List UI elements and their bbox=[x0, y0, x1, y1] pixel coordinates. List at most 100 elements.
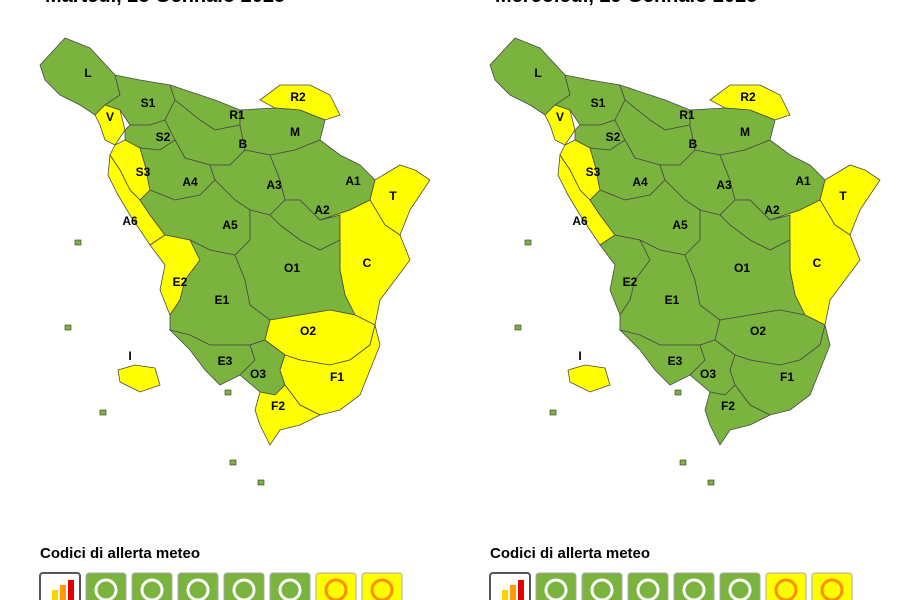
legend-glyph bbox=[186, 578, 210, 600]
zone-label: A4 bbox=[182, 175, 198, 189]
zone-label: M bbox=[290, 125, 300, 139]
zone bbox=[254, 384, 321, 446]
zone-label: S1 bbox=[591, 96, 606, 110]
legend-icon bbox=[765, 572, 807, 600]
zone-label: O3 bbox=[250, 367, 266, 381]
islet bbox=[549, 409, 557, 416]
zone-label: A5 bbox=[672, 218, 688, 232]
map: L S1 V S2 R1 R2 B M S3 A4 A3 A1 T A6 A5 A2 E2 E1 O1 C O2 I E3 O… bbox=[39, 37, 431, 486]
zone-label: E2 bbox=[173, 275, 188, 289]
zone-label: O3 bbox=[700, 367, 716, 381]
legend-glyph bbox=[728, 578, 752, 600]
zone-label: S2 bbox=[156, 130, 171, 144]
zone-label: I bbox=[128, 349, 131, 363]
legend-icon bbox=[673, 572, 715, 600]
legend-glyph bbox=[324, 578, 348, 600]
zone-label: A1 bbox=[795, 174, 811, 188]
zone-label: O1 bbox=[284, 261, 300, 275]
legend-glyph bbox=[370, 578, 394, 600]
legend-icon bbox=[719, 572, 761, 600]
legend-glyph bbox=[820, 578, 844, 600]
zone-label: C bbox=[363, 256, 372, 270]
legend-icon bbox=[177, 572, 219, 600]
legend-glyph bbox=[278, 578, 302, 600]
legend-icon bbox=[581, 572, 623, 600]
legend-icon bbox=[627, 572, 669, 600]
legend-glyph bbox=[590, 578, 614, 600]
legend-title: Codici di allerta meteo bbox=[40, 545, 200, 562]
zone-label: B bbox=[689, 137, 698, 151]
zone-label: O2 bbox=[300, 324, 316, 338]
legend-icon bbox=[269, 572, 311, 600]
map: L S1 V S2 R1 R2 B M S3 A4 A3 A1 T A6 A5 A2 E2 E1 O1 C O2 I E3 O… bbox=[489, 37, 881, 486]
zone-label: E3 bbox=[668, 354, 683, 368]
zone bbox=[94, 104, 126, 146]
legend-glyph bbox=[232, 578, 256, 600]
zone-label: M bbox=[740, 125, 750, 139]
zone-label: T bbox=[389, 189, 397, 203]
zone-label: S3 bbox=[136, 165, 151, 179]
legend-bar bbox=[510, 585, 516, 600]
zone-label: A2 bbox=[314, 203, 330, 217]
legend-glyph bbox=[774, 578, 798, 600]
zone bbox=[567, 364, 611, 393]
legend-icon bbox=[85, 572, 127, 600]
legend-bar bbox=[60, 585, 66, 600]
zone-label: A4 bbox=[632, 175, 648, 189]
zone-label: R2 bbox=[290, 90, 306, 104]
legend-bar bbox=[502, 590, 508, 600]
legend-icon bbox=[811, 572, 853, 600]
zone-label: S1 bbox=[141, 96, 156, 110]
legend-title: Codici di allerta meteo bbox=[490, 545, 650, 562]
zone-label: R1 bbox=[229, 108, 245, 122]
zone bbox=[117, 364, 161, 393]
islet bbox=[674, 389, 682, 396]
zone-label: F2 bbox=[721, 399, 735, 413]
legend-glyph bbox=[682, 578, 706, 600]
zone-label: V bbox=[556, 110, 564, 124]
legend-glyph bbox=[544, 578, 568, 600]
legend-icon bbox=[535, 572, 577, 600]
islet bbox=[679, 459, 687, 466]
zone-label: E1 bbox=[665, 293, 680, 307]
zone-label: C bbox=[813, 256, 822, 270]
legend-glyph bbox=[94, 578, 118, 600]
islet bbox=[224, 389, 232, 396]
zone-label: I bbox=[578, 349, 581, 363]
zone-label: F1 bbox=[780, 370, 794, 384]
islet bbox=[257, 479, 265, 486]
zone-label: L bbox=[84, 66, 91, 80]
islet bbox=[64, 324, 72, 331]
zone-label: V bbox=[106, 110, 114, 124]
legend-glyph bbox=[636, 578, 660, 600]
zone-label: E1 bbox=[215, 293, 230, 307]
legend-icon bbox=[131, 572, 173, 600]
legend-bar bbox=[52, 590, 58, 600]
zone-label: E3 bbox=[218, 354, 233, 368]
legend-icon bbox=[223, 572, 265, 600]
islet bbox=[99, 409, 107, 416]
zone-label: R2 bbox=[740, 90, 756, 104]
zone-label: T bbox=[839, 189, 847, 203]
zone-label: A6 bbox=[122, 214, 138, 228]
zone-label: O1 bbox=[734, 261, 750, 275]
zone-label: E2 bbox=[623, 275, 638, 289]
zone-label: A1 bbox=[345, 174, 361, 188]
zone-label: L bbox=[534, 66, 541, 80]
zone-label: F1 bbox=[330, 370, 344, 384]
zone bbox=[704, 384, 771, 446]
legend-bar bbox=[68, 580, 74, 600]
legend-icon bbox=[361, 572, 403, 600]
map-title: Mercoledì, 29 Gennaio 2025 bbox=[495, 0, 757, 7]
zone-label: F2 bbox=[271, 399, 285, 413]
zone-label: A5 bbox=[222, 218, 238, 232]
islet bbox=[707, 479, 715, 486]
zone-label: S3 bbox=[586, 165, 601, 179]
map-title: Martedì, 28 Gennaio 2025 bbox=[45, 0, 285, 7]
legend-glyph bbox=[140, 578, 164, 600]
legend-bar bbox=[518, 580, 524, 600]
zone-label: A6 bbox=[572, 214, 588, 228]
islet bbox=[514, 324, 522, 331]
zone-label: R1 bbox=[679, 108, 695, 122]
